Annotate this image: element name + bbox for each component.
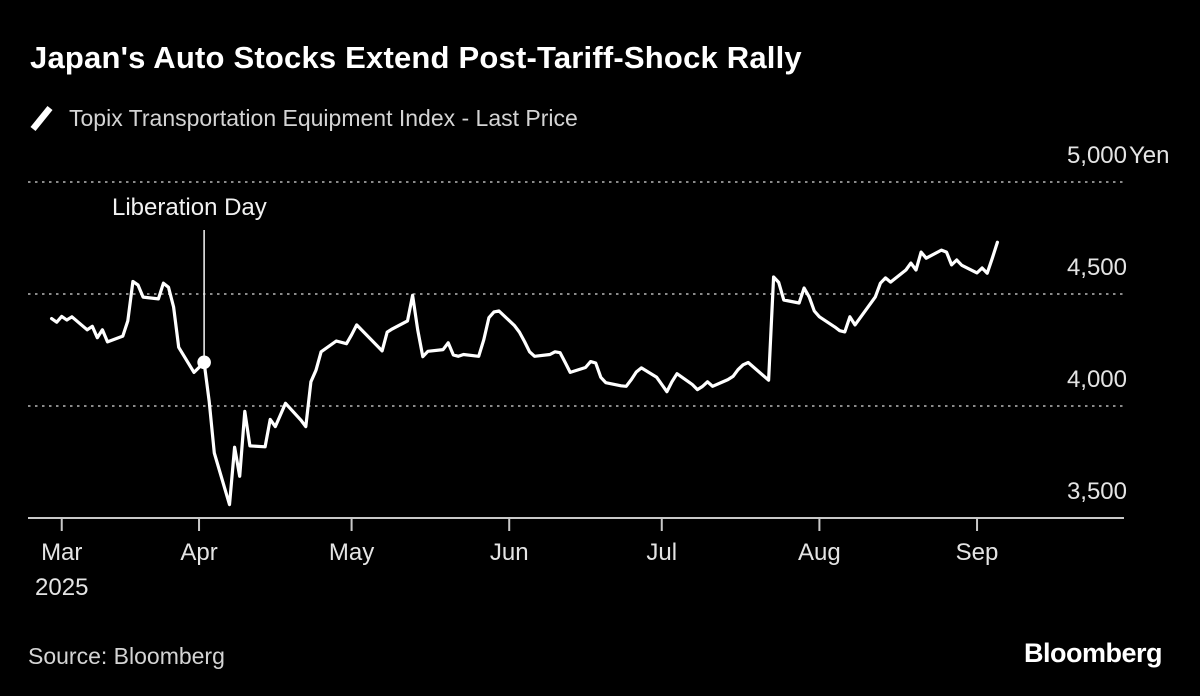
x-axis-label: Apr xyxy=(180,539,218,566)
line-series-marker-icon xyxy=(30,105,53,132)
y-axis-tick-value: 3,500 xyxy=(1066,478,1127,505)
y-axis-tick-value: 4,500 xyxy=(1066,254,1127,281)
legend: Topix Transportation Equipment Index - L… xyxy=(29,102,578,134)
y-axis-label: 4,500 xyxy=(0,253,1127,283)
x-axis-label: May xyxy=(328,539,375,566)
source-credit: Source: Bloomberg xyxy=(28,643,225,669)
x-axis-label: Mar xyxy=(41,539,83,566)
x-axis-label: Sep xyxy=(955,539,999,566)
y-axis-tick-value: 4,000 xyxy=(1066,366,1127,393)
y-axis-unit: Yen xyxy=(1129,142,1170,169)
liberation-day-annotation-label: Liberation Day xyxy=(112,194,267,221)
x-axis-label: Aug xyxy=(798,539,841,566)
chart-title: Japan's Auto Stocks Extend Post-Tariff-S… xyxy=(30,40,802,75)
liberation-day-marker xyxy=(197,355,211,370)
legend-label: Topix Transportation Equipment Index - L… xyxy=(69,104,578,131)
x-axis-year-label: 2025 xyxy=(35,574,89,601)
y-axis-label: 5,000 Yen xyxy=(0,141,1170,171)
y-axis-label: 4,000 xyxy=(0,365,1127,395)
y-axis-label: 3,500 xyxy=(0,477,1127,507)
y-axis-tick-value: 5,000 xyxy=(1066,142,1127,169)
bloomberg-logo: Bloomberg xyxy=(1023,638,1163,668)
x-axis-label: Jun xyxy=(489,539,529,566)
x-axis-label: Jul xyxy=(646,539,678,566)
